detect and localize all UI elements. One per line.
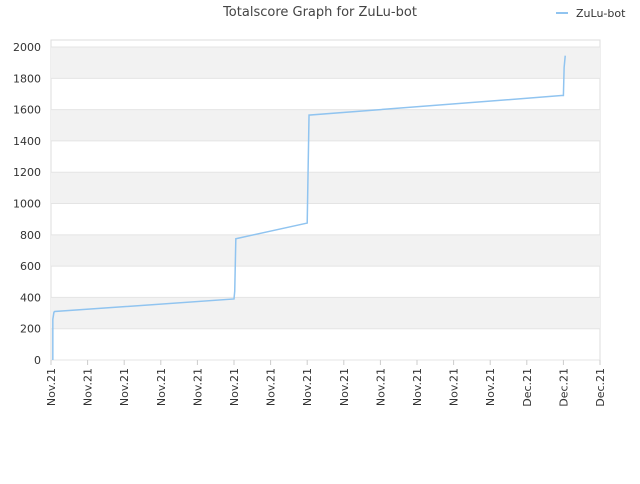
x-tick-label: Nov.21 (191, 368, 204, 406)
x-tick-label: Nov.21 (484, 368, 497, 406)
y-tick-label: 1200 (13, 166, 41, 179)
x-tick-label: Nov.21 (45, 368, 58, 406)
y-tick-label: 800 (20, 229, 41, 242)
y-tick-label: 200 (20, 323, 41, 336)
grid-band (51, 109, 600, 141)
x-tick-label: Dec.21 (521, 368, 534, 407)
chart-title: Totalscore Graph for ZuLu-bot (222, 5, 417, 20)
y-tick-label: 1600 (13, 104, 41, 117)
y-tick-label: 1000 (13, 198, 41, 211)
x-tick-label: Nov.21 (228, 368, 241, 406)
y-tick-label: 400 (20, 291, 41, 304)
grid-band (51, 47, 600, 79)
grid-band (51, 234, 600, 267)
x-tick-label: Nov.21 (118, 368, 131, 406)
y-tick-label: 0 (34, 354, 41, 367)
grid-band (51, 297, 600, 329)
y-tick-label: 1400 (13, 135, 41, 148)
x-tick-label: Dec.21 (594, 368, 607, 407)
y-tick-label: 1800 (13, 72, 41, 85)
y-tick-label: 2000 (13, 41, 41, 54)
x-tick-label: Nov.21 (448, 368, 461, 406)
x-tick-label: Nov.21 (265, 368, 278, 406)
x-tick-label: Nov.21 (411, 368, 424, 406)
grid-band (51, 172, 600, 204)
x-tick-label: Nov.21 (338, 368, 351, 406)
x-tick-label: Nov.21 (374, 368, 387, 406)
x-tick-label: Nov.21 (82, 368, 95, 406)
legend-label: ZuLu-bot (576, 7, 626, 20)
x-tick-label: Nov.21 (301, 368, 314, 406)
x-tick-label: Nov.21 (155, 368, 168, 406)
y-tick-label: 600 (20, 260, 41, 273)
line (52, 55, 566, 360)
x-tick-label: Dec.21 (557, 368, 570, 407)
